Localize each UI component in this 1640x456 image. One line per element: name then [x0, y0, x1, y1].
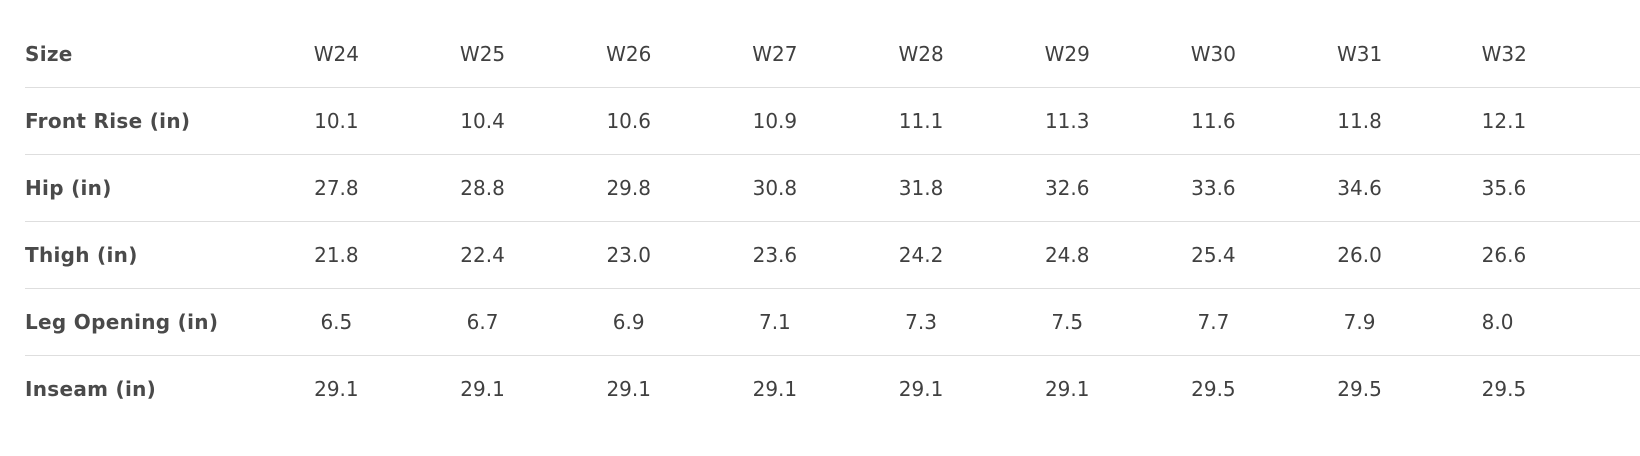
row-label: Inseam (in)	[25, 377, 157, 401]
inseam-row: Inseam (in) 29.1 29.1 29.1 29.1 29.1 29.…	[25, 356, 1640, 423]
measurement-cell: 24.8	[994, 221, 1141, 289]
measurement-cell: 32.6	[994, 154, 1141, 222]
measurement-cell: 6.9	[555, 288, 702, 356]
measurement-cell: 10.4	[409, 87, 556, 155]
measurement-cell: 7.7	[1140, 288, 1287, 356]
measurement-cell: 26.0	[1286, 221, 1433, 289]
size-cell: W31	[1286, 21, 1433, 88]
measurement-cell: 24.2	[847, 221, 995, 289]
measurement-cell: 11.6	[1140, 87, 1287, 155]
row-label: Size	[25, 21, 264, 88]
measurement-cell: 25.4	[1140, 221, 1287, 289]
size-cell: W29	[994, 21, 1141, 88]
measurement-cell: 29.1	[460, 377, 505, 401]
measurement-cell: 23.6	[701, 221, 848, 289]
measurement-cell: 7.5	[994, 288, 1141, 356]
size-row: Size W24 W25 W26 W27 W28 W29 W30 W31 W32	[25, 21, 1640, 88]
measurement-cell: 29.1	[752, 377, 798, 401]
measurement-cell: 33.6	[1140, 154, 1287, 222]
size-cell: W26	[555, 21, 702, 88]
measurement-cell: 29.5	[1337, 377, 1382, 401]
measurement-cell: 12.1	[1432, 87, 1640, 155]
measurement-cell: 29.1	[606, 377, 651, 401]
size-cell: W28	[847, 21, 995, 88]
measurement-cell: 29.1	[314, 377, 359, 401]
measurement-cell: 8.0	[1432, 288, 1640, 356]
measurement-cell: 34.6	[1286, 154, 1433, 222]
measurement-cell: 28.8	[409, 154, 556, 222]
size-cell: W27	[701, 21, 848, 88]
measurement-cell: 29.5	[1191, 377, 1236, 401]
measurement-cell: 6.5	[263, 288, 410, 356]
measurement-cell: 6.7	[409, 288, 556, 356]
measurement-cell: 23.0	[555, 221, 702, 289]
front-rise-row: Front Rise (in) 10.1 10.4 10.6 10.9 11.1…	[25, 87, 1640, 155]
measurement-cell: 35.6	[1432, 154, 1640, 222]
size-cell: W30	[1140, 21, 1287, 88]
measurement-cell: 31.8	[847, 154, 995, 222]
measurement-cell: 27.8	[263, 154, 410, 222]
measurement-cell: 11.1	[847, 87, 995, 155]
measurement-cell: 10.1	[263, 87, 410, 155]
measurement-cell: 30.8	[701, 154, 848, 222]
leg-opening-row: Leg Opening (in) 6.5 6.7 6.9 7.1 7.3 7.5…	[25, 288, 1640, 356]
measurement-cell: 10.6	[555, 87, 702, 155]
size-cell: W24	[263, 21, 410, 88]
measurement-cell: 21.8	[263, 221, 410, 289]
row-label: Hip (in)	[25, 154, 264, 222]
hip-row: Hip (in) 27.8 28.8 29.8 30.8 31.8 32.6 3…	[25, 154, 1640, 222]
measurement-cell: 7.1	[701, 288, 848, 356]
measurement-cell: 29.5	[1481, 377, 1527, 401]
measurement-cell: 22.4	[409, 221, 556, 289]
measurement-cell: 29.8	[555, 154, 702, 222]
size-chart-table: Size W24 W25 W26 W27 W28 W29 W30 W31 W32…	[25, 21, 1640, 422]
row-label: Thigh (in)	[25, 221, 264, 289]
row-label: Front Rise (in)	[25, 87, 264, 155]
size-cell: W32	[1432, 21, 1640, 88]
size-cell: W25	[409, 21, 556, 88]
row-label: Leg Opening (in)	[25, 288, 264, 356]
measurement-cell: 11.3	[994, 87, 1141, 155]
measurement-cell: 10.9	[701, 87, 848, 155]
measurement-cell: 29.1	[1044, 377, 1090, 401]
measurement-cell: 26.6	[1432, 221, 1640, 289]
measurement-cell: 29.1	[898, 377, 944, 401]
measurement-cell: 7.3	[847, 288, 995, 356]
thigh-row: Thigh (in) 21.8 22.4 23.0 23.6 24.2 24.8…	[25, 221, 1640, 289]
measurement-cell: 7.9	[1286, 288, 1433, 356]
measurement-cell: 11.8	[1286, 87, 1433, 155]
